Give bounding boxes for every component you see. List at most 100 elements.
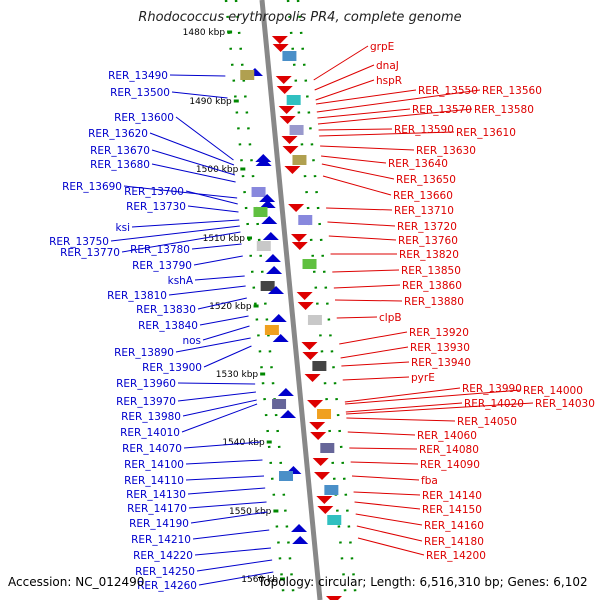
gene-label-rer_14130[interactable]: RER_14130: [126, 489, 186, 501]
gene-label-rer_14210[interactable]: RER_14210: [131, 534, 191, 546]
leader-line: [121, 231, 241, 253]
gene-arrow-up: [255, 158, 272, 166]
gene-label-rer_13860[interactable]: RER_13860: [402, 280, 462, 292]
gene-label-rer_14160[interactable]: RER_14160: [424, 520, 484, 532]
gene-label-nos[interactable]: nos: [182, 335, 201, 347]
gene-label-rer_13670[interactable]: RER_13670: [90, 145, 150, 157]
gene-label-rer_14260[interactable]: RER_14260: [137, 580, 197, 592]
gene-label-rer_14200[interactable]: RER_14200: [426, 550, 486, 562]
leader-line: [356, 525, 423, 542]
gene-label-rer_13980[interactable]: RER_13980: [121, 411, 181, 423]
gene-label-grpe[interactable]: grpE: [370, 41, 394, 53]
leader-line: [199, 315, 249, 326]
gene-arrow-down: [296, 292, 313, 300]
gene-label-rer_14010[interactable]: RER_14010: [120, 427, 180, 439]
kbp-marker-label: 1530 kbp: [216, 370, 259, 380]
gene-label-rer_13700[interactable]: RER_13700: [124, 186, 184, 198]
gene-label-rer_13600[interactable]: RER_13600: [114, 112, 174, 124]
kbp-marker-label: 1560 kb: [241, 575, 278, 585]
gene-label-rer_14020[interactable]: RER_14020: [464, 398, 524, 410]
gene-label-rer_14170[interactable]: RER_14170: [127, 503, 187, 515]
gene-label-hspr[interactable]: hspR: [376, 75, 402, 87]
gene-label-rer_13720[interactable]: RER_13720: [397, 221, 457, 233]
gene-box: [253, 207, 268, 217]
gene-label-rer_13830[interactable]: RER_13830: [136, 304, 196, 316]
gene-label-rer_13890[interactable]: RER_13890: [114, 347, 174, 359]
gene-label-rer_13780[interactable]: RER_13780: [130, 244, 190, 256]
gene-label-rer_14180[interactable]: RER_14180: [424, 536, 484, 548]
gene-label-rer_13550[interactable]: RER_13550: [418, 85, 478, 97]
gene-label-rer_13730[interactable]: RER_13730: [126, 201, 186, 213]
gene-label-clpb[interactable]: clpB: [379, 312, 402, 324]
gene-label-ksha[interactable]: kshA: [168, 275, 194, 287]
gene-label-rer_13640[interactable]: RER_13640: [388, 158, 448, 170]
gene-label-rer_13590[interactable]: RER_13590: [394, 124, 454, 136]
gene-label-rer_14000[interactable]: RER_14000: [523, 385, 583, 397]
gene-label-pyre[interactable]: pyrE: [411, 372, 435, 384]
gene-label-rer_13850[interactable]: RER_13850: [401, 265, 461, 277]
leader-line: [190, 511, 268, 524]
gene-label-rer_14220[interactable]: RER_14220: [133, 550, 193, 562]
gene-label-rer_13930[interactable]: RER_13930: [410, 342, 470, 354]
gene-label-rer_13680[interactable]: RER_13680: [90, 159, 150, 171]
gene-label-rer_13710[interactable]: RER_13710: [394, 205, 454, 217]
leader-line: [187, 487, 266, 495]
gene-box: [317, 409, 332, 419]
gene-label-rer_13490[interactable]: RER_13490: [108, 70, 168, 82]
gene-label-rer_13990[interactable]: RER_13990: [462, 383, 522, 395]
gene-label-rer_14080[interactable]: RER_14080: [419, 444, 479, 456]
gene-label-rer_13960[interactable]: RER_13960: [116, 378, 176, 390]
gene-label-dnaj[interactable]: dnaJ: [376, 60, 399, 72]
gene-label-rer_14190[interactable]: RER_14190: [129, 518, 189, 530]
gene-label-rer_14250[interactable]: RER_14250: [135, 566, 195, 578]
gene-label-rer_13900[interactable]: RER_13900: [142, 362, 202, 374]
leader-line: [346, 417, 456, 422]
kbp-marker-label: 1550 kbp: [229, 507, 272, 517]
gene-arrow-up: [259, 200, 276, 208]
gene-label-rer_13970[interactable]: RER_13970: [116, 396, 176, 408]
gene-label-rer_13880[interactable]: RER_13880: [404, 296, 464, 308]
leader-line: [198, 571, 274, 586]
gene-label-rer_13650[interactable]: RER_13650: [396, 174, 456, 186]
gene-arrow-up: [291, 524, 308, 532]
gene-label-rer_13560[interactable]: RER_13560: [482, 85, 542, 97]
gene-label-rer_13620[interactable]: RER_13620: [88, 128, 148, 140]
gene-arrow-up: [268, 286, 285, 294]
gene-label-rer_13580[interactable]: RER_13580: [474, 104, 534, 116]
leader-line: [327, 221, 396, 227]
leader-line: [344, 387, 461, 403]
gene-label-rer_13630[interactable]: RER_13630: [416, 145, 476, 157]
gene-label-rer_13690[interactable]: RER_13690: [62, 181, 122, 193]
leader-line: [321, 155, 387, 164]
gene-label-rer_14110[interactable]: RER_14110: [124, 475, 184, 487]
gene-label-rer_13660[interactable]: RER_13660: [393, 190, 453, 202]
gene-label-rer_13810[interactable]: RER_13810: [107, 290, 167, 302]
gene-arrow-down: [326, 596, 342, 604]
gene-label-ksi[interactable]: ksi: [116, 222, 130, 234]
gene-label-rer_13940[interactable]: RER_13940: [411, 357, 471, 369]
gene-label-rer_13790[interactable]: RER_13790: [132, 260, 192, 272]
gene-arrow-down: [275, 76, 292, 84]
gene-box: [312, 361, 327, 371]
gene-label-rer_14150[interactable]: RER_14150: [422, 504, 482, 516]
gene-arrow-down: [272, 44, 289, 52]
gene-label-rer_13760[interactable]: RER_13760: [398, 235, 458, 247]
gene-label-rer_13750[interactable]: RER_13750: [49, 236, 109, 248]
gene-label-rer_13770[interactable]: RER_13770: [60, 247, 120, 259]
leader-line: [151, 163, 236, 183]
gene-label-rer_14070[interactable]: RER_14070: [122, 443, 182, 455]
gene-label-rer_13820[interactable]: RER_13820: [399, 249, 459, 261]
gene-label-rer_14090[interactable]: RER_14090: [420, 459, 480, 471]
gene-label-fba[interactable]: fba: [421, 475, 438, 487]
gene-label-rer_14100[interactable]: RER_14100: [124, 459, 184, 471]
gene-label-rer_14060[interactable]: RER_14060: [417, 430, 477, 442]
gene-label-rer_13610[interactable]: RER_13610: [456, 127, 516, 139]
gene-label-rer_14030[interactable]: RER_14030: [535, 398, 595, 410]
gene-label-rer_14050[interactable]: RER_14050: [457, 416, 517, 428]
gene-label-rer_14140[interactable]: RER_14140: [422, 490, 482, 502]
gene-arrow-down: [279, 116, 296, 124]
gene-label-rer_13500[interactable]: RER_13500: [110, 87, 170, 99]
gene-label-rer_13840[interactable]: RER_13840: [138, 320, 198, 332]
gene-label-rer_13920[interactable]: RER_13920: [409, 327, 469, 339]
gene-arrow-up: [255, 154, 272, 162]
